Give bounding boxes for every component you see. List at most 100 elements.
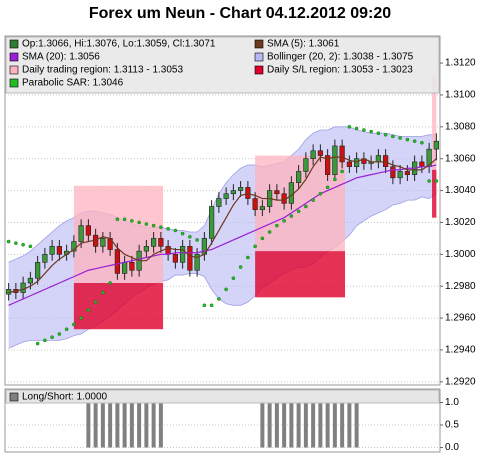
candle-body [114,249,120,274]
sar-dot [325,185,330,190]
bar [347,402,352,448]
candle-body [223,193,229,199]
candle-body [296,171,302,183]
sar-dot [398,136,402,140]
candle-body [27,277,33,284]
candle-body [49,246,55,255]
legend-box [5,389,440,404]
sar-dot [159,225,163,230]
sar-dot [391,134,395,139]
sar-dot [180,231,185,236]
sar-dot [188,234,192,239]
y-tick-label: 1.3100 [445,90,476,101]
sar-dot [304,204,308,209]
sar-dot [64,327,69,332]
legend-box [5,36,440,94]
bar [332,402,337,448]
y-tick-label: 1.0 [445,397,459,408]
candle-body [433,140,439,150]
sar-dot [93,300,98,304]
sar-dot [412,139,417,143]
bar [340,402,345,448]
candle-body [317,150,323,156]
candle-body [143,246,149,252]
sar-dot [79,316,83,320]
bar [115,402,120,448]
sar-dot [115,217,120,222]
bar [151,402,156,448]
y-tick-label: 1.2980 [445,281,476,292]
sar-dot [14,241,18,245]
sar-dot [144,222,149,226]
bar [267,402,272,448]
sar-dot [340,169,344,174]
candle-body [404,171,410,175]
legend-swatch [254,39,264,49]
sar-dot [333,177,337,182]
bar [137,402,142,448]
candle-body [129,261,135,271]
sar-dot [231,276,236,281]
candle-body [56,246,62,255]
candle-body [158,238,164,247]
y-tick-label: 1.2940 [445,345,476,356]
legend-label: Bollinger (20, 2): 1.3038 - 1.3075 [267,52,414,63]
sar-dot [405,137,410,142]
sma-long [8,164,437,306]
trading-region [432,74,437,170]
sar-dot [362,128,366,132]
candle-body [383,155,389,167]
sar-dot [137,220,141,225]
candle-body [310,150,316,160]
sma-short [8,156,437,294]
sar-dot [275,223,279,228]
bar [296,402,301,448]
candle-body [274,190,280,195]
candle-body [419,161,425,167]
sar-dot [354,126,359,131]
bar [325,402,330,448]
sar-dot [296,209,301,214]
sar-dot [202,303,207,308]
sar-dot [6,239,11,244]
candle-body [375,155,381,163]
sar-dot [224,287,228,292]
candle-body [194,254,200,271]
y-tick-label: 1.3020 [445,217,476,228]
legend-label: SMA (5): 1.3061 [267,39,340,50]
y-tick-label: 0.0 [445,442,459,453]
legend-swatch [9,65,19,75]
y-tick-label: 0.5 [445,420,459,431]
sl-region [255,251,346,298]
candle-body [230,190,236,195]
sar-dot [151,223,156,228]
sar-dot [21,242,25,247]
bar [93,402,98,448]
sar-dot [130,219,134,223]
bar [354,402,359,448]
sl-region [73,283,164,330]
sar-dot [209,303,214,308]
legend-swatch [9,52,19,62]
candle-body [397,171,403,179]
sar-dot [369,129,373,134]
sar-dot [57,332,62,336]
sar-dot [35,341,40,346]
y-tick-label: 1.3040 [445,185,476,196]
sar-dot [246,255,250,260]
legend-swatch [254,65,264,75]
candle-body [187,246,193,271]
sar-dot [434,179,439,183]
y-tick-label: 1.3080 [445,121,476,132]
candle-body [325,155,331,175]
candle-body [42,254,48,263]
legend-swatch [9,392,19,402]
y-tick-label: 1.3120 [445,58,476,69]
legend-label: Op:1.3066, Hi:1.3076, Lo:1.3059, Cl:1.30… [22,39,216,50]
sar-dot [289,214,294,218]
candle-body [303,158,309,172]
bar [289,402,294,448]
candle-body [354,158,360,167]
legend-label: Daily S/L region: 1.3053 - 1.3023 [267,65,413,76]
y-tick-label: 1.3060 [445,153,476,164]
